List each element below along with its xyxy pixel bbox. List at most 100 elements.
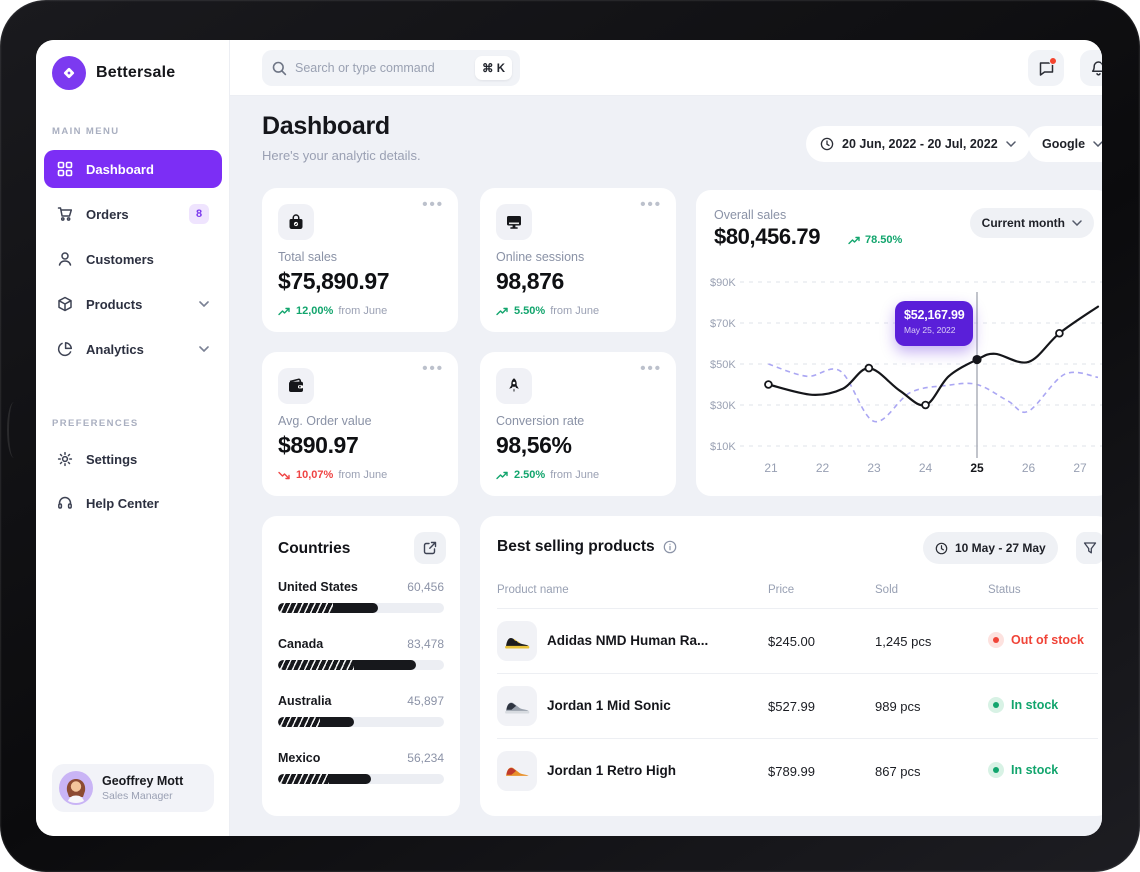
divider	[497, 608, 1098, 609]
svg-text:24: 24	[919, 461, 933, 475]
messages-button[interactable]	[1028, 50, 1064, 86]
trend-up-icon	[496, 307, 508, 315]
more-options-button[interactable]: •••	[640, 196, 662, 213]
country-row: Canada 83,478	[278, 637, 444, 670]
svg-text:$70K: $70K	[710, 318, 736, 330]
notifications-button[interactable]	[1080, 50, 1102, 86]
more-options-button[interactable]: •••	[422, 360, 444, 377]
brand: Bettersale	[52, 56, 175, 90]
wallet-icon	[278, 368, 314, 404]
product-image	[497, 621, 537, 661]
profile-role: Sales Manager	[102, 789, 173, 802]
search-input[interactable]	[295, 61, 445, 75]
bag-icon	[278, 204, 314, 240]
country-progress-bar	[278, 660, 444, 670]
country-row: Mexico 56,234	[278, 751, 444, 784]
stat-card-avg-order-value: ••• Avg. Order value $890.97 10,07% from …	[262, 352, 458, 496]
sidebar-item-settings[interactable]: Settings	[44, 440, 222, 478]
overall-sales-value: $80,456.79	[714, 224, 821, 249]
col-status: Status	[988, 584, 1021, 596]
svg-text:26: 26	[1022, 461, 1036, 475]
bell-icon	[1091, 60, 1102, 76]
stat-value: $75,890.97	[278, 268, 390, 294]
chevron-down-icon	[1072, 220, 1082, 226]
main-menu-label: MAIN MENU	[52, 126, 120, 137]
monitor-icon	[496, 204, 532, 240]
col-price: Price	[768, 584, 795, 596]
svg-text:23: 23	[867, 461, 881, 475]
profile-card[interactable]: Geoffrey Mott Sales Manager	[52, 764, 214, 812]
period-select[interactable]: Current month	[969, 208, 1094, 238]
stat-value: 98,876	[496, 268, 564, 294]
pie-chart-icon	[57, 341, 73, 357]
country-progress-bar	[278, 603, 444, 613]
notification-dot	[1101, 57, 1102, 65]
headset-icon	[58, 496, 72, 509]
date-range-value: 20 Jun, 2022 - 20 Jul, 2022	[842, 137, 998, 151]
overall-sales-chart: $90K $70K $50K $30K $10K 21 22 23 24 25 26 27	[710, 277, 1102, 475]
stat-card-total-sales: ••• Total sales $75,890.97 12,00% from Ju…	[262, 188, 458, 332]
stat-value: 98,56%	[496, 432, 572, 458]
stat-label: Conversion rate	[496, 414, 585, 428]
stat-delta: 2.50% from June	[496, 469, 599, 481]
products-date-filter[interactable]: 10 May - 27 May	[923, 532, 1058, 564]
products-title: Best selling products	[497, 538, 677, 556]
sidebar-item-customers[interactable]: Customers	[44, 240, 222, 278]
box-icon	[58, 296, 72, 312]
status-badge: Out of stock	[988, 632, 1084, 648]
stat-delta: 5.50% from June	[496, 305, 599, 317]
divider	[497, 738, 1098, 739]
page-title: Dashboard	[262, 112, 390, 140]
preferences-label: PREFERENCES	[52, 418, 139, 429]
search-box[interactable]: ⌘ K	[262, 50, 520, 86]
countries-title: Countries	[278, 540, 351, 557]
svg-text:$10K: $10K	[710, 441, 736, 453]
user-icon	[58, 252, 72, 266]
overall-sales-label: Overall sales	[714, 208, 787, 222]
sidebar-item-dashboard[interactable]: Dashboard	[44, 150, 222, 188]
brand-name: Bettersale	[96, 64, 176, 81]
funnel-icon	[1083, 542, 1097, 554]
sidebar-item-products[interactable]: Products	[44, 285, 222, 323]
topbar: ⌘ K	[230, 40, 1102, 96]
sidebar-item-label: Orders	[86, 206, 129, 222]
brand-logo-icon	[52, 56, 86, 90]
sidebar-item-help-center[interactable]: Help Center	[44, 484, 222, 522]
more-options-button[interactable]: •••	[640, 360, 662, 377]
trend-down-icon	[278, 471, 290, 479]
date-range-picker[interactable]: 20 Jun, 2022 - 20 Jul, 2022	[806, 126, 1030, 162]
svg-text:22: 22	[816, 461, 830, 475]
sidebar-item-label: Products	[86, 296, 143, 312]
trend-up-icon	[278, 307, 290, 315]
stat-label: Avg. Order value	[278, 414, 372, 428]
bezel-notch	[7, 402, 21, 458]
sidebar-item-analytics[interactable]: Analytics	[44, 330, 222, 368]
filter-button[interactable]	[1076, 532, 1102, 564]
tooltip-value: $52,167.99	[904, 308, 965, 322]
svg-text:21: 21	[764, 461, 778, 475]
sidebar-item-label: Customers	[86, 251, 154, 267]
status-badge: In stock	[988, 697, 1058, 713]
overall-sales-card: Overall sales $80,456.79 78.50% Current …	[696, 190, 1102, 496]
sidebar: Bettersale MAIN MENU Dashboard Orders 8 …	[36, 40, 230, 836]
sidebar-item-label: Settings	[86, 451, 138, 467]
country-row: United States 60,456	[278, 580, 444, 613]
trend-up-icon	[496, 471, 508, 479]
stat-label: Online sessions	[496, 250, 585, 264]
more-options-button[interactable]: •••	[422, 196, 444, 213]
stat-delta: 12,00% from June	[278, 305, 387, 317]
notification-dot	[1049, 57, 1057, 65]
app-screen: Bettersale MAIN MENU Dashboard Orders 8 …	[36, 40, 1102, 836]
sidebar-item-orders[interactable]: Orders 8	[44, 195, 222, 233]
info-icon	[663, 540, 676, 554]
sneaker-icon	[505, 766, 530, 778]
status-badge: In stock	[988, 762, 1058, 778]
clock-icon	[820, 137, 834, 151]
avatar	[59, 771, 93, 805]
source-select[interactable]: Google	[1028, 126, 1102, 162]
orders-badge: 8	[189, 204, 209, 224]
open-external-button[interactable]	[414, 532, 446, 564]
gear-icon	[57, 451, 73, 467]
chart-tooltip: $52,167.99 May 25, 2022	[895, 301, 973, 346]
